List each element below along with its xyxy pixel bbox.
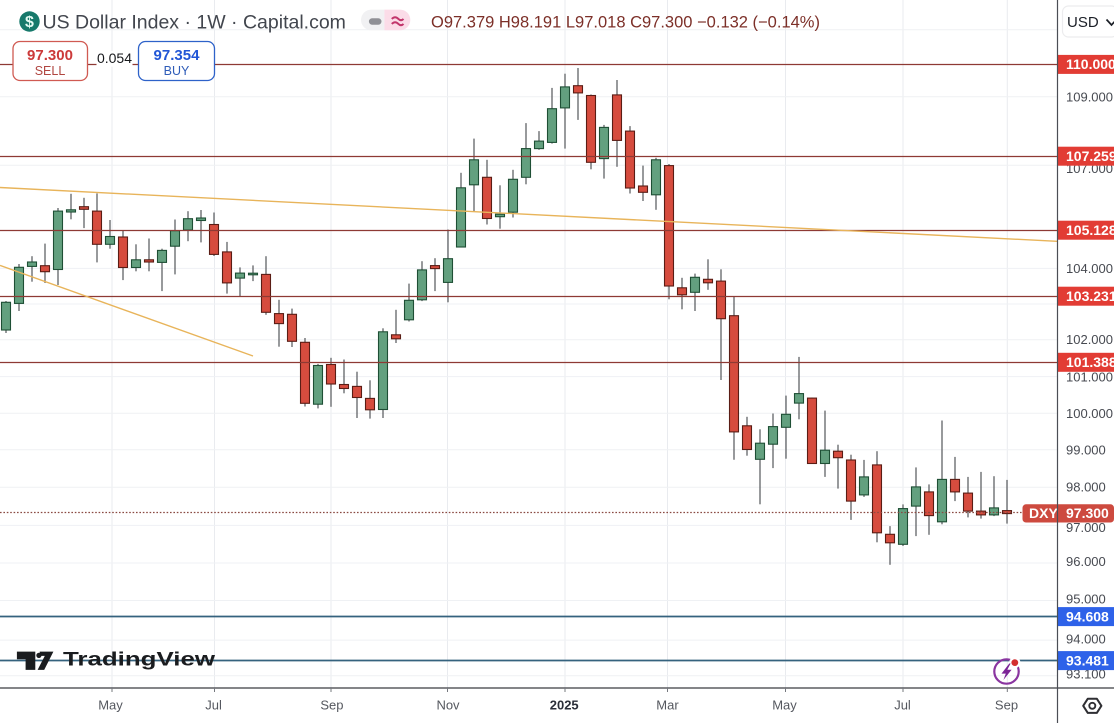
svg-text:2025: 2025	[550, 698, 579, 713]
svg-text:0.054: 0.054	[97, 50, 132, 66]
svg-text:May: May	[772, 698, 797, 713]
svg-text:$: $	[25, 14, 34, 31]
svg-text:99.000: 99.000	[1066, 442, 1106, 457]
svg-text:98.000: 98.000	[1066, 480, 1106, 495]
svg-text:97.300: 97.300	[1066, 505, 1109, 521]
svg-text:Mar: Mar	[656, 698, 679, 713]
svg-text:Sep: Sep	[995, 698, 1018, 713]
svg-text:101.000: 101.000	[1066, 370, 1113, 385]
svg-text:96.000: 96.000	[1066, 554, 1106, 569]
svg-text:97.000: 97.000	[1066, 520, 1106, 535]
svg-text:93.481: 93.481	[1066, 652, 1109, 668]
svg-text:O97.379 H98.191 L97.018 C97.30: O97.379 H98.191 L97.018 C97.300 −0.132 (…	[431, 13, 820, 31]
svg-text:100.000: 100.000	[1066, 406, 1113, 421]
svg-text:105.128: 105.128	[1066, 222, 1114, 238]
svg-text:Jul: Jul	[894, 698, 911, 713]
svg-text:DXY: DXY	[1029, 505, 1058, 521]
svg-text:97.354: 97.354	[154, 47, 201, 64]
svg-text:94.608: 94.608	[1066, 608, 1109, 624]
svg-text:US Dollar Index · 1W · Capital: US Dollar Index · 1W · Capital.com	[43, 12, 346, 34]
svg-text:102.000: 102.000	[1066, 332, 1113, 347]
svg-text:110.000: 110.000	[1066, 56, 1114, 72]
svg-text:TradingView: TradingView	[63, 649, 216, 671]
svg-text:May: May	[98, 698, 123, 713]
svg-text:USD: USD	[1067, 14, 1099, 31]
svg-text:95.000: 95.000	[1066, 592, 1106, 607]
svg-text:109.000: 109.000	[1066, 89, 1113, 104]
svg-text:104.000: 104.000	[1066, 261, 1113, 276]
svg-text:97.300: 97.300	[27, 47, 73, 64]
svg-text:107.259: 107.259	[1066, 148, 1114, 164]
svg-text:BUY: BUY	[164, 64, 190, 78]
svg-text:101.388: 101.388	[1066, 354, 1114, 370]
svg-text:94.000: 94.000	[1066, 632, 1106, 647]
svg-text:Sep: Sep	[320, 698, 343, 713]
svg-text:SELL: SELL	[35, 64, 66, 78]
svg-text:93.100: 93.100	[1066, 667, 1106, 682]
svg-text:103.231: 103.231	[1066, 288, 1114, 304]
svg-text:Jul: Jul	[205, 698, 222, 713]
svg-text:Nov: Nov	[436, 698, 460, 713]
